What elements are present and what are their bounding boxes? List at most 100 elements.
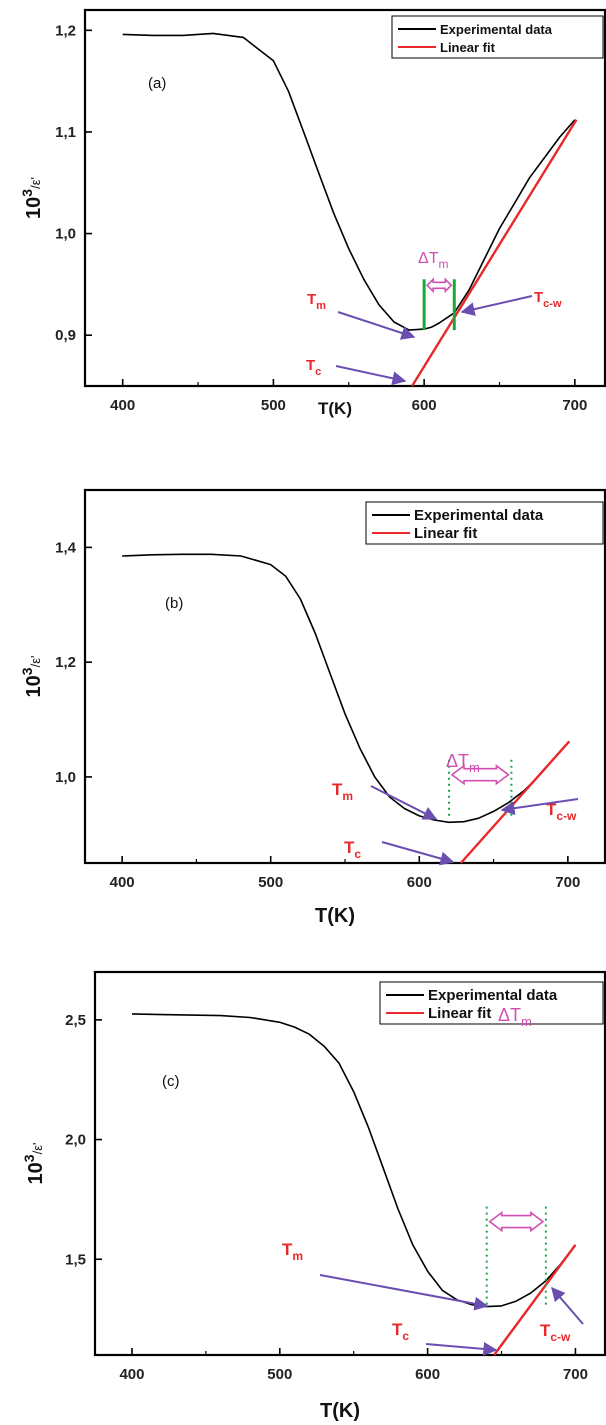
tc-pointer-arrow	[425, 1341, 498, 1356]
tm-label-sub: m	[342, 789, 353, 803]
legend-entry: Experimental data	[414, 507, 544, 524]
series-linear-fit	[411, 119, 578, 387]
panel-label: (b)	[165, 595, 183, 612]
legend-box	[365, 501, 604, 545]
series-experimental-data	[122, 553, 569, 824]
delta-tm-double-arrow	[425, 277, 453, 294]
y-tick-label: 1,2	[55, 22, 76, 39]
y-axis-label-base: 10	[25, 1162, 47, 1184]
legend-entry: Experimental data	[440, 22, 553, 37]
y-axis-label-base: 10	[23, 675, 45, 697]
series-experimental-data	[131, 1013, 577, 1308]
panel-label: (c)	[162, 1073, 180, 1090]
y-axis-label-sup: 3	[19, 667, 35, 675]
delta-tm-label-sub: m	[469, 760, 480, 775]
x-axis-label: T(K)	[320, 1400, 360, 1422]
x-axis-label: T(K)	[318, 399, 352, 418]
legend-entry: Linear fit	[414, 525, 477, 542]
legend-box	[379, 981, 604, 1025]
tcw-label-main: T	[534, 289, 543, 306]
y-axis-label-sub: /ε'	[30, 1143, 45, 1155]
panel-b: 400 500 600 700 1,0 1,2 1,4 T(K) 103/ε' (b) Experi…	[19, 488, 606, 927]
x-tick-label: 400	[119, 1366, 144, 1383]
legend-entry: Linear fit	[428, 1005, 491, 1022]
x-tick-label: 600	[412, 397, 437, 414]
y-axis-label: 103/ε'	[19, 656, 45, 698]
tm-label: Tm	[332, 780, 353, 803]
tm-label: Tm	[307, 291, 326, 312]
panel-c: 400 500 600 700 1,5 2,0 2,5 T(K) 103/ε' (c) Experi…	[21, 970, 606, 1422]
y-axis-label-base: 10	[23, 197, 45, 219]
y-tick-label: 0,9	[55, 327, 76, 344]
legend-entry: Experimental data	[428, 987, 558, 1004]
tcw-pointer-arrow	[460, 295, 533, 317]
tcw-pointer-arrow	[500, 798, 579, 816]
x-tick-label: 700	[562, 397, 587, 414]
y-tick-label: 1,2	[55, 654, 76, 671]
y-tick-label: 1,0	[55, 226, 76, 243]
tc-label-sub: c	[354, 847, 361, 861]
plot-frame	[83, 8, 606, 388]
delta-tm-label-main: ΔT	[498, 1005, 521, 1025]
tc-label: Tc	[392, 1320, 409, 1343]
tcw-label-main: T	[540, 1321, 551, 1340]
tc-label-main: T	[344, 838, 355, 857]
tc-label-sub: c	[402, 1329, 409, 1343]
tcw-label-main: T	[546, 800, 557, 819]
tm-label: Tm	[282, 1240, 303, 1263]
delta-tm-label-main: ΔT	[446, 751, 469, 771]
tcw-label-sub: c-w	[543, 298, 562, 310]
y-tick-label: 2,0	[65, 1132, 86, 1149]
tm-label-sub: m	[316, 300, 326, 312]
y-axis-label-sup: 3	[21, 1154, 37, 1162]
tm-label-sub: m	[292, 1249, 303, 1263]
tcw-label: Tc-w	[540, 1321, 571, 1344]
tc-label-main: T	[392, 1320, 403, 1339]
series-experimental-data	[122, 32, 576, 331]
delta-tm-label-sub: m	[521, 1014, 532, 1029]
tcw-label-sub: c-w	[556, 809, 577, 823]
tcw-label: Tc-w	[546, 800, 577, 823]
tc-label-main: T	[306, 357, 315, 374]
legend-box	[391, 15, 604, 59]
y-tick-label: 2,5	[65, 1012, 86, 1029]
x-tick-label: 700	[555, 874, 580, 891]
panel-label: (a)	[148, 75, 166, 92]
x-axis-label: T(K)	[315, 905, 355, 927]
panel-a: 400 500 600 700 0,9 1,0 1,1 1,2 T(K) 103/ε' (a) Exp…	[19, 8, 606, 418]
delta-tm-label: ΔTm	[498, 1005, 532, 1029]
tcw-pointer-arrow	[551, 1286, 584, 1325]
x-tick-label: 500	[261, 397, 286, 414]
y-axis-label-sup: 3	[19, 189, 35, 197]
tc-label: Tc	[344, 838, 361, 861]
y-axis-label-sub: /ε'	[28, 177, 43, 189]
x-tick-label: 400	[110, 397, 135, 414]
tcw-label: Tc-w	[534, 289, 562, 310]
y-tick-label: 1,1	[55, 124, 76, 141]
legend-entry: Linear fit	[440, 40, 496, 55]
y-axis-label-sub: /ε'	[28, 656, 43, 668]
x-tick-label: 500	[258, 874, 283, 891]
tc-pointer-arrow	[335, 365, 407, 386]
x-tick-label: 700	[563, 1366, 588, 1383]
tc-label-sub: c	[315, 366, 321, 378]
tc-label: Tc	[306, 357, 321, 378]
delta-tm-label-sub: m	[438, 257, 448, 271]
tc-pointer-arrow	[381, 841, 455, 866]
tcw-label-sub: c-w	[550, 1330, 571, 1344]
x-tick-label: 400	[110, 874, 135, 891]
x-tick-label: 600	[415, 1366, 440, 1383]
tm-pointer-arrow	[337, 311, 416, 340]
delta-tm-double-arrow	[488, 1210, 545, 1233]
delta-tm-label: ΔTm	[446, 751, 480, 775]
tm-label-main: T	[307, 291, 316, 308]
y-axis-label: 103/ε'	[21, 1143, 47, 1185]
tm-label-main: T	[332, 780, 343, 799]
delta-tm-double-arrow	[450, 764, 510, 786]
y-tick-label: 1,4	[55, 539, 77, 556]
plot-frame	[93, 970, 606, 1357]
y-tick-label: 1,5	[65, 1251, 86, 1268]
tm-pointer-arrow	[370, 785, 438, 820]
series-linear-fit	[493, 1244, 577, 1356]
